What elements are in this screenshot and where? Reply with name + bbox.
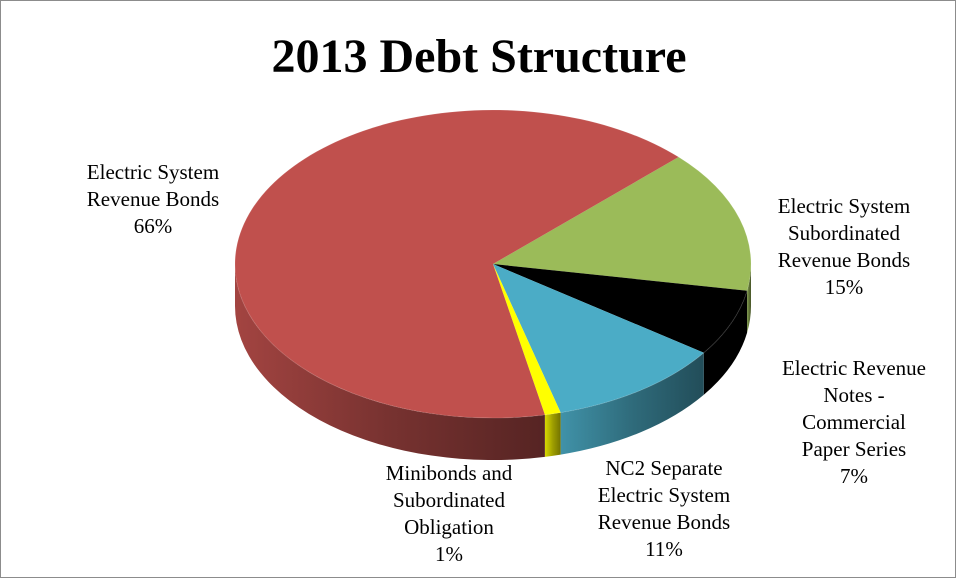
label-minibonds-pct: 1% [435, 542, 463, 566]
label-ern-line-2: Notes - [823, 383, 885, 407]
pie-side-walls [235, 264, 751, 460]
label-ern-line-4: Paper Series [801, 437, 907, 461]
label-minibonds-line-3: Obligation [404, 515, 494, 539]
label-esrb: Electric System Revenue Bonds 66% [43, 159, 263, 240]
label-essrb-line-3: Revenue Bonds [777, 248, 911, 272]
label-esrb-pct: 66% [133, 214, 173, 238]
label-essrb: Electric System Subordinated Revenue Bon… [749, 193, 939, 301]
label-esrb-line-1: Electric System [86, 160, 220, 184]
pie-slice-3 [493, 264, 561, 415]
label-essrb-pct: 15% [824, 275, 864, 299]
label-nc2-line-1: NC2 Separate [605, 456, 723, 480]
label-minibonds-line-1: Minibonds and [385, 461, 513, 485]
pie-wall-2 [560, 352, 704, 455]
label-nc2-line-3: Revenue Bonds [597, 510, 731, 534]
label-essrb-line-1: Electric System [777, 194, 911, 218]
pie-wall-1 [703, 290, 748, 395]
pie-top [234, 109, 751, 418]
label-ern-line-1: Electric Revenue [781, 356, 926, 380]
pie-slice-2 [493, 264, 704, 413]
pie-slice-4 [234, 109, 679, 418]
pie-slice-1 [493, 264, 748, 353]
chart-title: 2013 Debt Structure [271, 30, 687, 83]
pie-wall-0 [747, 264, 751, 333]
label-ern-pct: 7% [840, 464, 868, 488]
label-minibonds: Minibonds and Subordinated Obligation 1% [349, 460, 549, 568]
pie-slice-0 [493, 157, 751, 291]
label-ern-line-3: Commercial [802, 410, 906, 434]
pie-wall-3 [544, 412, 561, 457]
label-ern: Electric Revenue Notes - Commercial Pape… [759, 355, 949, 490]
pie-wall-4 [235, 264, 545, 460]
label-essrb-line-2: Subordinated [788, 221, 900, 245]
label-nc2-line-2: Electric System [597, 483, 731, 507]
label-nc2-pct: 11% [645, 537, 683, 561]
label-nc2: NC2 Separate Electric System Revenue Bon… [559, 455, 769, 563]
pie-rim [234, 109, 752, 419]
label-esrb-line-2: Revenue Bonds [86, 187, 220, 211]
label-minibonds-line-2: Subordinated [393, 488, 505, 512]
